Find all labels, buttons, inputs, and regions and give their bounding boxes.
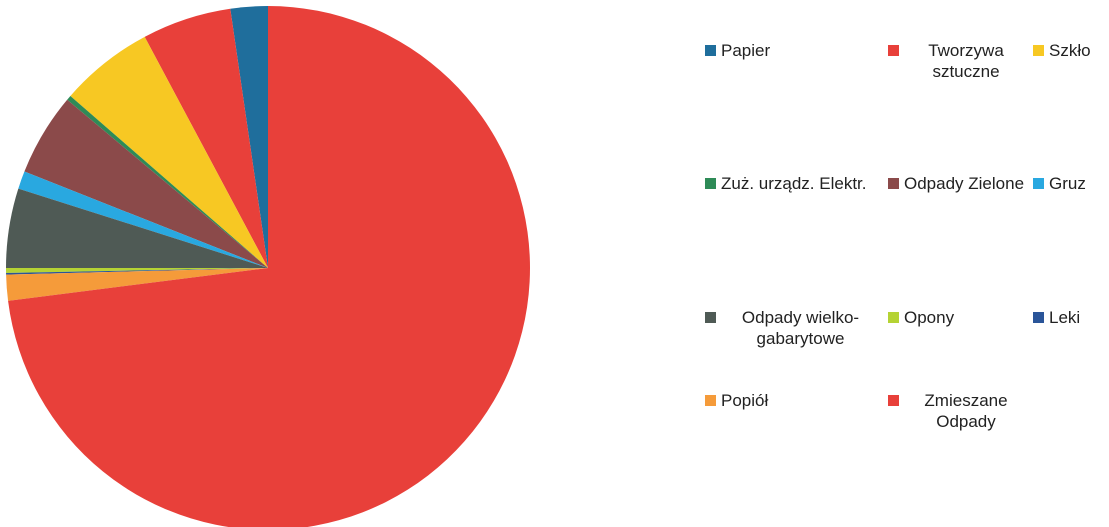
legend-label: Papier — [721, 41, 771, 60]
legend-label: Tworzywa sztuczne — [928, 41, 1004, 81]
pie-slice — [8, 6, 530, 527]
legend-swatch — [888, 312, 899, 323]
legend-item: Zuż. urządz. Elektr. — [705, 173, 880, 194]
legend-swatch — [888, 395, 899, 406]
legend-label: Szkło — [1049, 41, 1091, 60]
legend-item: Popiół — [705, 390, 880, 411]
legend-label: Zmieszane Odpady — [924, 391, 1008, 431]
pie-slice — [230, 6, 268, 268]
legend-item: Tworzywa sztuczne — [888, 40, 1028, 82]
legend-item: Leki — [1033, 307, 1108, 328]
legend-swatch — [705, 312, 716, 323]
legend-swatch — [1033, 312, 1044, 323]
legend-label: Opony — [904, 308, 955, 327]
legend-item: Zmieszane Odpady — [888, 390, 1028, 432]
legend-label: Gruz — [1049, 174, 1086, 193]
pie-slice — [6, 268, 268, 273]
chart — [6, 6, 530, 527]
legend-label: Popiół — [721, 391, 769, 410]
legend-item: Papier — [705, 40, 880, 61]
pie-slice — [67, 95, 268, 268]
legend-swatch — [888, 45, 899, 56]
legend-item: Odpady wielko-gabarytowe — [705, 307, 880, 349]
pie-slice — [6, 268, 269, 275]
legend-label: Leki — [1049, 308, 1081, 327]
legend-item: Szkło — [1033, 40, 1108, 61]
pie-slice — [70, 36, 268, 269]
pie-slice — [6, 268, 269, 301]
legend-swatch — [1033, 45, 1044, 56]
legend-item: Odpady Zielone — [888, 173, 1028, 194]
legend-swatch — [888, 178, 899, 189]
legend-item: Opony — [888, 307, 1028, 328]
legend-label: Odpady wielko-gabarytowe — [741, 308, 860, 348]
legend-label: Zuż. urządz. Elektr. — [721, 174, 867, 193]
legend-item: Gruz — [1033, 173, 1108, 194]
pie-slice — [6, 188, 268, 268]
legend-swatch — [705, 45, 716, 56]
legend-swatch — [1033, 178, 1044, 189]
pie-slice — [18, 171, 268, 268]
legend-label: Odpady Zielone — [904, 174, 1025, 193]
legend-swatch — [705, 178, 716, 189]
pie-slice — [144, 8, 268, 269]
pie-slice — [24, 99, 269, 269]
legend-swatch — [705, 395, 716, 406]
